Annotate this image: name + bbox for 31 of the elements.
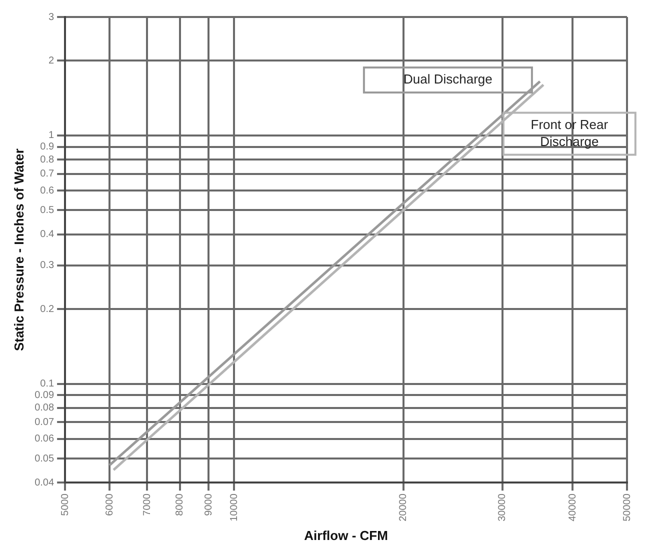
y-tick-label: 1 <box>48 130 54 142</box>
y-tick-label: 0.08 <box>34 402 54 414</box>
x-tick-label: 50000 <box>622 493 633 522</box>
y-tick-label: 3 <box>48 12 54 23</box>
y-tick-label: 0.05 <box>34 453 54 464</box>
x-tick-label: 20000 <box>398 493 410 522</box>
x-tick-label: 40000 <box>567 493 578 522</box>
y-axis-title: Static Pressure - Inches of Water <box>11 148 26 352</box>
y-tick-label: 0.9 <box>40 142 54 153</box>
x-axis-title: Airflow - CFM <box>304 528 388 543</box>
y-tick-label: 0.1 <box>40 378 54 390</box>
y-tick-label: 0.09 <box>34 390 54 401</box>
x-tick-label: 9000 <box>203 493 214 516</box>
x-tick-label: 7000 <box>142 493 153 516</box>
y-tick-label: 0.3 <box>40 260 54 272</box>
y-tick-label: 0.06 <box>34 434 54 445</box>
x-tick-label: 6000 <box>104 493 116 516</box>
x-tick-label: 5000 <box>60 493 71 516</box>
y-tick-label: 0.07 <box>34 416 54 428</box>
y-tick-label: 0.7 <box>40 168 54 180</box>
x-tick-label: 8000 <box>174 493 186 516</box>
y-tick-label: 0.5 <box>40 204 54 216</box>
y-tick-label: 0.8 <box>40 154 54 166</box>
y-tick-label: 0.04 <box>34 477 54 488</box>
y-tick-label: 0.2 <box>40 304 54 315</box>
y-tick-label: 0.4 <box>40 229 54 240</box>
y-tick-label: 2 <box>48 55 54 66</box>
x-tick-label: 10000 <box>228 493 240 522</box>
text: Dual Discharge <box>404 72 492 87</box>
y-tick-label: 0.6 <box>40 185 54 196</box>
x-tick-label: 30000 <box>497 493 508 522</box>
